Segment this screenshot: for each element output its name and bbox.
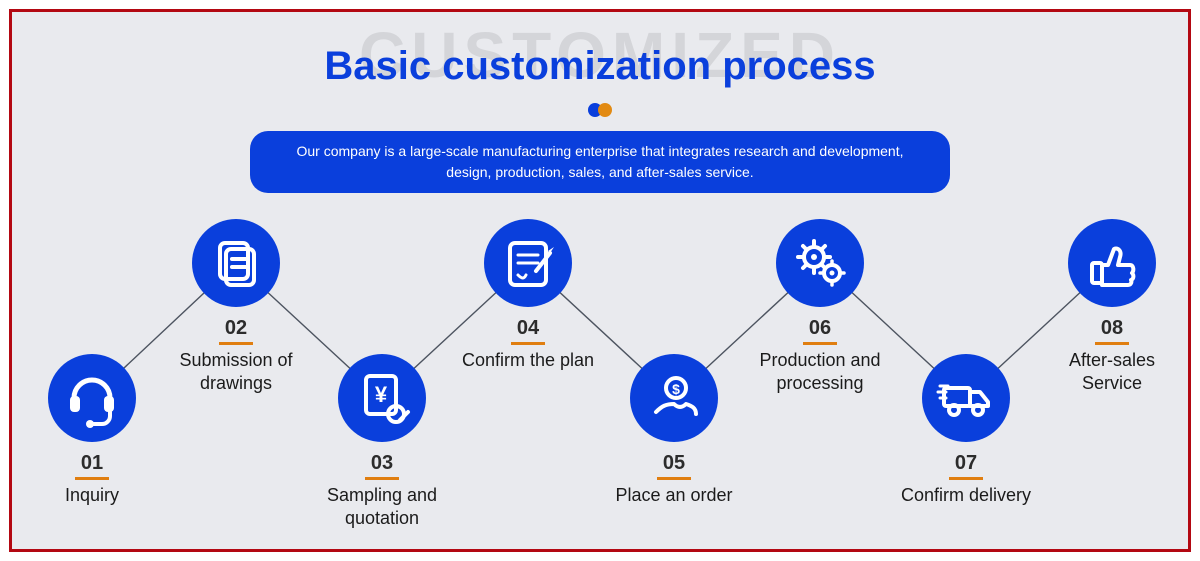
process-step-03: 03 Sampling and quotation [307, 354, 457, 529]
step-label: Submission of drawings [161, 349, 311, 394]
step-label: Inquiry [17, 484, 167, 507]
process-step-08: 08 After-sales Service [1037, 219, 1187, 394]
page-title: Basic customization process [12, 44, 1188, 89]
step-label: Confirm delivery [891, 484, 1041, 507]
step-number: 08 [1095, 317, 1129, 345]
document-icon [192, 219, 280, 307]
subtitle-pill: Our company is a large-scale manufacturi… [250, 131, 950, 193]
gears-icon [776, 219, 864, 307]
step-number: 03 [365, 452, 399, 480]
step-number: 02 [219, 317, 253, 345]
plan-icon [484, 219, 572, 307]
infographic-frame: CUSTOMIZED Basic customization process O… [9, 9, 1191, 552]
step-label: Sampling and quotation [307, 484, 457, 529]
step-label: Confirm the plan [453, 349, 603, 372]
process-step-02: 02 Submission of drawings [161, 219, 311, 394]
step-number: 07 [949, 452, 983, 480]
step-label: Place an order [599, 484, 749, 507]
decorative-dots [12, 103, 1188, 117]
step-number: 04 [511, 317, 545, 345]
order-icon [630, 354, 718, 442]
quote-icon [338, 354, 426, 442]
process-step-05: 05 Place an order [599, 354, 749, 507]
truck-icon [922, 354, 1010, 442]
step-number: 01 [75, 452, 109, 480]
step-number: 06 [803, 317, 837, 345]
process-chart: 01 Inquiry 02 Submission of drawings 03 Sampl… [12, 189, 1188, 549]
headset-icon [48, 354, 136, 442]
process-step-07: 07 Confirm delivery [891, 354, 1041, 507]
process-step-04: 04 Confirm the plan [453, 219, 603, 372]
process-step-06: 06 Production and processing [745, 219, 895, 394]
step-number: 05 [657, 452, 691, 480]
step-label: After-sales Service [1037, 349, 1187, 394]
step-label: Production and processing [745, 349, 895, 394]
dot-right [598, 103, 612, 117]
thumbs-up-icon [1068, 219, 1156, 307]
process-step-01: 01 Inquiry [17, 354, 167, 507]
